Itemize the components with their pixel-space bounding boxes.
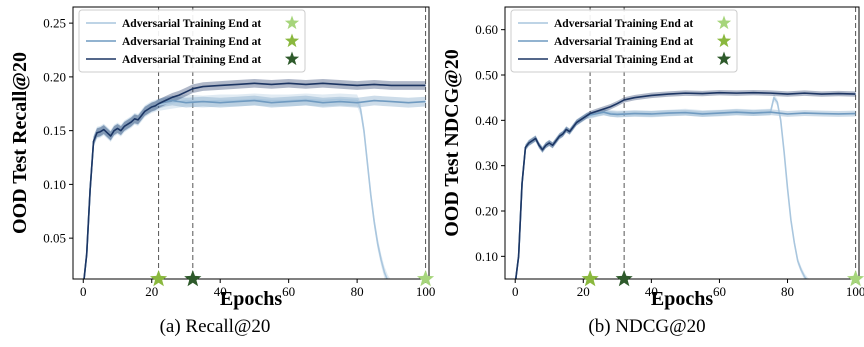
plot-area: [514, 7, 857, 279]
x-tick-label: 20: [577, 284, 590, 299]
series-line: [83, 98, 388, 279]
x-tick-label: 60: [713, 284, 726, 299]
x-tick-label: 60: [282, 284, 295, 299]
legend-star-icon: [284, 33, 300, 48]
x-tick-label: 100: [846, 284, 864, 299]
legend-label: Adversarial Training End at: [554, 18, 693, 30]
legend-label: Adversarial Training End at: [122, 54, 261, 66]
subfigure-caption: (b) NDCG@20: [588, 316, 705, 337]
plot-frame: [504, 6, 860, 280]
y-tick-label: 0.20: [475, 204, 498, 219]
legend-label: Adversarial Training End at: [122, 36, 261, 48]
x-tick-label: 20: [145, 284, 158, 299]
legend-star-icon: [716, 33, 732, 48]
subfigure-caption: (a) Recall@20: [160, 316, 271, 337]
y-axis-label: OOD Test Recall@20: [9, 52, 31, 234]
x-axis-label: Epochs: [651, 288, 713, 310]
legend-label: Adversarial Training End at: [122, 18, 261, 30]
star-marker: [615, 270, 633, 287]
y-tick-label: 0.50: [475, 68, 498, 83]
series-confidence-band: [515, 89, 856, 279]
plot-area: [83, 7, 427, 279]
legend-star-icon: [284, 15, 300, 30]
plot-frame: [72, 6, 430, 280]
x-tick-label: 100: [416, 284, 436, 299]
y-tick-label: 0.10: [475, 249, 498, 264]
x-tick-label: 0: [80, 284, 87, 299]
legend-label: Adversarial Training End at: [554, 36, 693, 48]
star-marker: [150, 270, 168, 287]
series-line: [514, 111, 856, 279]
x-axis-label: Epochs: [220, 288, 282, 310]
legend-box: [78, 9, 306, 73]
legend-label: Adversarial Training End at: [554, 54, 693, 66]
series-confidence-band: [83, 95, 426, 279]
x-tick-label: 40: [214, 284, 227, 299]
y-tick-label: 0.10: [43, 177, 66, 192]
series-confidence-band: [515, 109, 856, 279]
star-marker: [581, 270, 599, 287]
y-tick-label: 0.60: [475, 22, 498, 37]
y-axis-label: OOD Test NDCG@20: [441, 49, 463, 237]
legend-star-icon: [716, 51, 732, 66]
y-tick-label: 0.30: [475, 158, 498, 173]
x-tick-label: 0: [512, 284, 519, 299]
y-tick-label: 0.15: [43, 123, 66, 138]
series-confidence-band: [515, 94, 810, 279]
star-marker: [184, 270, 202, 287]
x-tick-label: 80: [781, 284, 794, 299]
x-tick-label: 80: [351, 284, 364, 299]
y-tick-label: 0.05: [43, 231, 66, 246]
legend-star-icon: [716, 15, 732, 30]
y-tick-label: 0.25: [43, 16, 66, 31]
series-confidence-band: [83, 93, 391, 279]
chart-ndcg: 0 20 40 60 80 100 0.10 0.20 0.30 0.40 0.50 0.60 Epoc…: [441, 6, 864, 337]
x-tick-label: 40: [645, 284, 658, 299]
series-line: [83, 82, 426, 279]
legend-star-icon: [284, 51, 300, 66]
series-line: [514, 91, 856, 279]
series-line: [83, 99, 426, 279]
y-tick-label: 0.40: [475, 113, 498, 128]
star-marker: [417, 270, 435, 287]
series-confidence-band: [83, 78, 426, 279]
star-marker: [847, 270, 864, 287]
y-tick-label: 0.20: [43, 69, 66, 84]
chart-recall: 0 20 40 60 80 100 0.05 0.10 0.15 0.20 0.25 Epochs OO…: [9, 6, 436, 337]
legend-box: [510, 9, 738, 73]
